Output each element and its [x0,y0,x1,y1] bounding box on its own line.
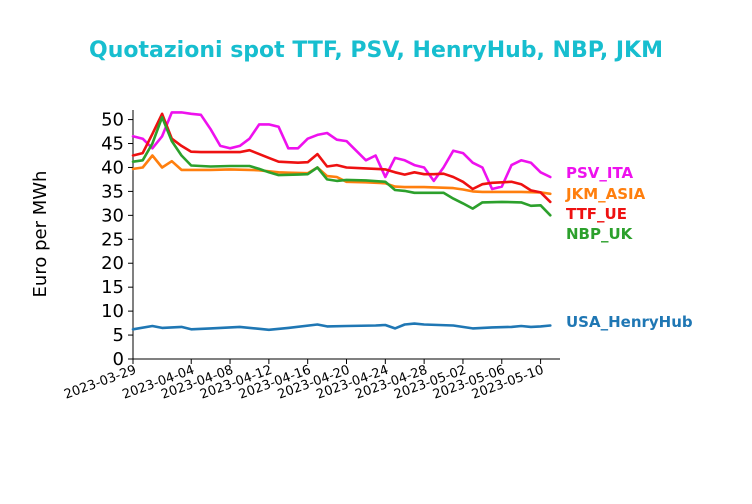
y-tick-label: 30 [101,205,124,226]
y-tick-label: 40 [101,157,124,178]
series-line-ttf-ue [131,112,552,204]
series-lines [131,111,552,332]
y-tick-label: 20 [101,253,124,274]
y-axis-label: Euro per MWh [30,171,51,298]
series-line-nbp-uk [131,115,552,217]
series-label-ttf-ue: TTF_UE [566,205,627,223]
series-label-usa-henryhub: USA_HenryHub [566,313,693,331]
y-axis-label-text: Euro per MWh [30,171,51,298]
y-tick-label: 25 [101,229,124,250]
chart-title: Quotazioni spot TTF, PSV, HenryHub, NBP,… [89,38,663,63]
series-labels: PSV_ITA JKM_ASIA TTF_UE NBP_UK USA_HenryHub [565,164,693,331]
y-tick-label: 0 [113,349,124,370]
y-tick-label: 50 [101,110,124,131]
y-tick-label: 5 [113,325,124,346]
axes [132,110,560,360]
y-tick-label: 10 [101,301,124,322]
y-tick-label: 15 [101,277,124,298]
series-label-jkm-asia: JKM_ASIA [565,185,646,203]
x-ticks: 2023-03-292023-04-042023-04-082023-04-12… [62,359,546,403]
series-label-psv-ita: PSV_ITA [566,164,634,182]
series-line-psv-ita [131,111,552,191]
series-line-usa-henryhub [131,322,552,332]
series-label-nbp-uk: NBP_UK [566,225,634,243]
y-tick-label: 45 [101,134,124,155]
series-line-jkm-asia [131,154,552,196]
y-tick-label: 35 [101,181,124,202]
